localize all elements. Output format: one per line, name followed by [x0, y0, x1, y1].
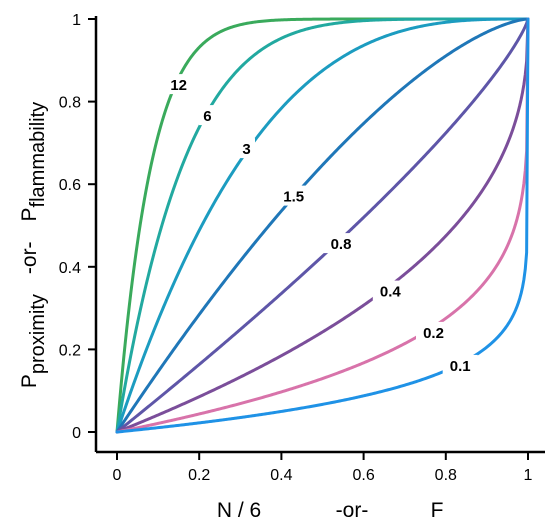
series-label-bg-12	[165, 74, 192, 95]
series-label-bg-1.5	[276, 185, 312, 206]
y-axis-title-p1: P	[18, 374, 41, 388]
series-label-12: 12	[170, 77, 187, 94]
series-label-0.4: 0.4	[380, 284, 402, 301]
y-axis-title-p2: P	[18, 207, 41, 221]
series-label-bg-6	[198, 105, 216, 126]
x-axis-title-sep: -or-	[336, 499, 369, 522]
y-axis-title-sub2: flammability	[27, 102, 49, 208]
y-tick-label-0.6: 0.6	[59, 177, 81, 194]
x-tick-label-0.4: 0.4	[270, 467, 292, 484]
x-tick-label-0.8: 0.8	[435, 467, 457, 484]
series-line-0.4	[115, 17, 530, 434]
y-tick-label-0.4: 0.4	[59, 260, 81, 277]
y-axis-title-sub1: proximity	[27, 294, 49, 374]
curves-layer	[115, 17, 530, 434]
series-label-bg-0.2	[416, 321, 451, 342]
series-label-0.8: 0.8	[331, 236, 352, 253]
y-tick-label-0.2: 0.2	[59, 342, 81, 359]
x-tick-label-1: 1	[524, 467, 533, 484]
x-tick-label-0: 0	[113, 467, 122, 484]
series-line-1.5	[115, 17, 530, 434]
y-axis-title-sep: -or-	[18, 241, 41, 274]
y-tick-label-0: 0	[72, 425, 81, 442]
y-tick-label-1: 1	[72, 12, 81, 29]
ticks-layer: 0 0.2 0.4 0.6 0.8 1 0 0.2 0.4 0.6 0.8 1	[59, 12, 533, 484]
series-label-bg-0.1	[442, 354, 478, 375]
series-label-1.5: 1.5	[283, 189, 304, 206]
curve-labels-layer: 12 6 3 1.5 0.8 0.4 0.2 0.1	[165, 74, 478, 375]
series-line-0.2	[115, 17, 530, 434]
series-label-0.1: 0.1	[450, 358, 471, 375]
x-axis-title-alt: F	[431, 499, 444, 522]
x-axis-title-main: N / 6	[217, 499, 261, 522]
series-label-3: 3	[242, 141, 250, 158]
y-tick-label-0.8: 0.8	[59, 95, 81, 112]
series-label-0.2: 0.2	[423, 325, 444, 342]
y-axis-title: Pproximity -or- Pflammability	[18, 102, 49, 388]
series-label-bg-3	[238, 138, 255, 159]
series-label-6: 6	[203, 108, 211, 125]
x-tick-label-0.6: 0.6	[352, 467, 374, 484]
series-line-0.8	[115, 17, 530, 434]
series-label-bg-0.4	[372, 280, 408, 301]
series-label-bg-0.8	[323, 233, 359, 254]
series-line-3	[115, 17, 530, 434]
svg-text:Pproximity-or-Pflammability: Pproximity -or- Pflammability	[18, 102, 49, 388]
x-tick-label-0.2: 0.2	[188, 467, 210, 484]
series-line-6	[115, 17, 530, 434]
